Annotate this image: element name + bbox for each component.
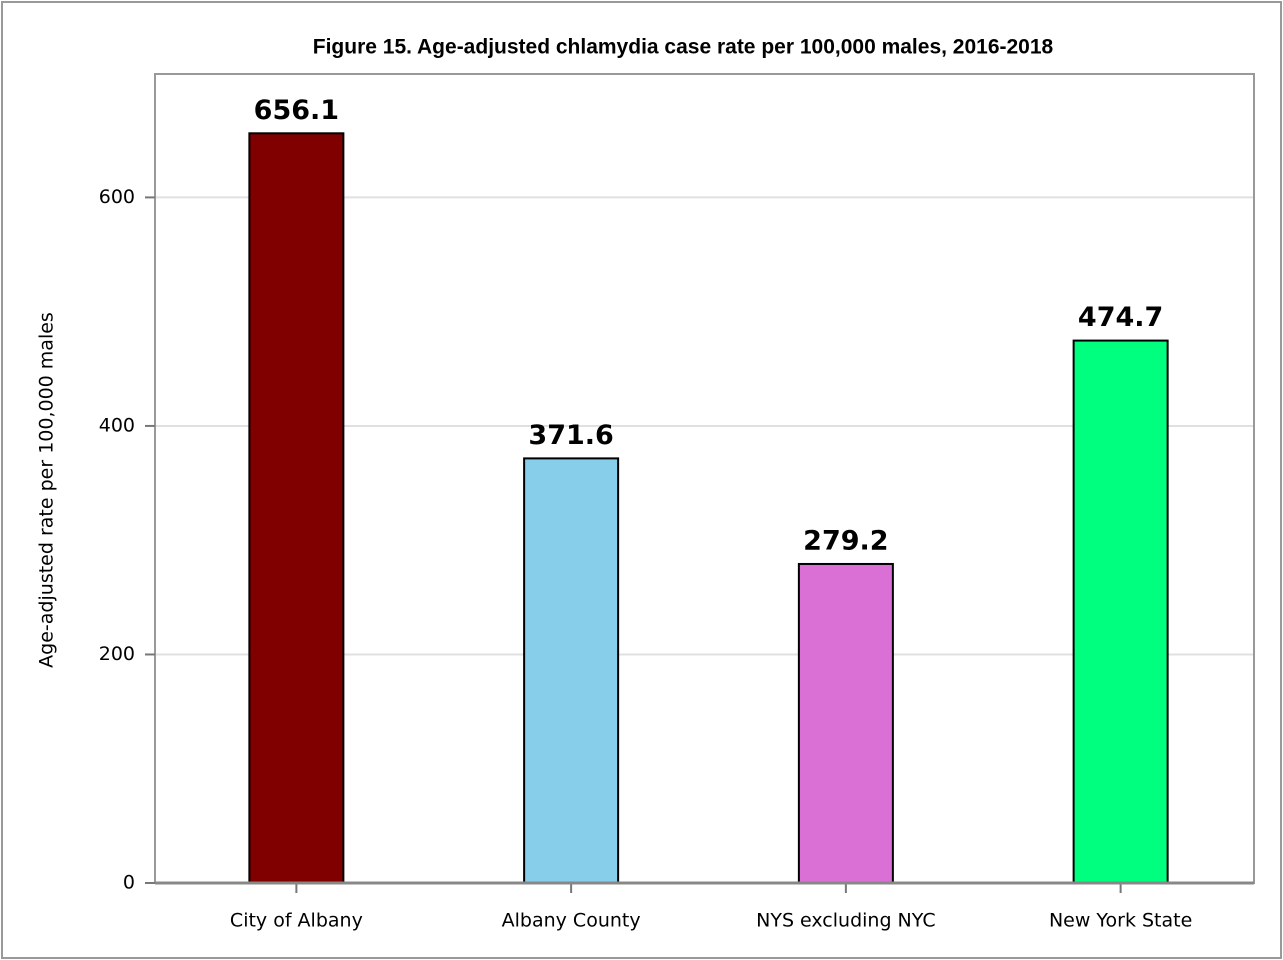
value-label: 279.2 [803, 525, 888, 556]
y-tick-label: 0 [123, 872, 135, 894]
y-tick-label: 600 [99, 186, 135, 208]
bar [248, 132, 345, 884]
bar [797, 562, 894, 885]
y-axis-label: Age-adjusted rate per 100,000 males [36, 312, 58, 668]
value-label: 656.1 [254, 95, 339, 126]
x-tick-label: City of Albany [230, 910, 363, 932]
value-label: 371.6 [528, 420, 613, 451]
value-label: 474.7 [1078, 302, 1163, 333]
chart-title: Figure 15. Age-adjusted chlamydia case r… [313, 36, 1054, 59]
y-tick-label: 400 [99, 414, 135, 436]
x-tick-label: Albany County [502, 910, 641, 932]
y-tick-label: 200 [99, 643, 135, 665]
x-tick-label: NYS excluding NYC [756, 910, 935, 932]
bar [523, 457, 620, 884]
bar [1072, 339, 1169, 884]
x-tick-label: New York State [1049, 910, 1192, 932]
